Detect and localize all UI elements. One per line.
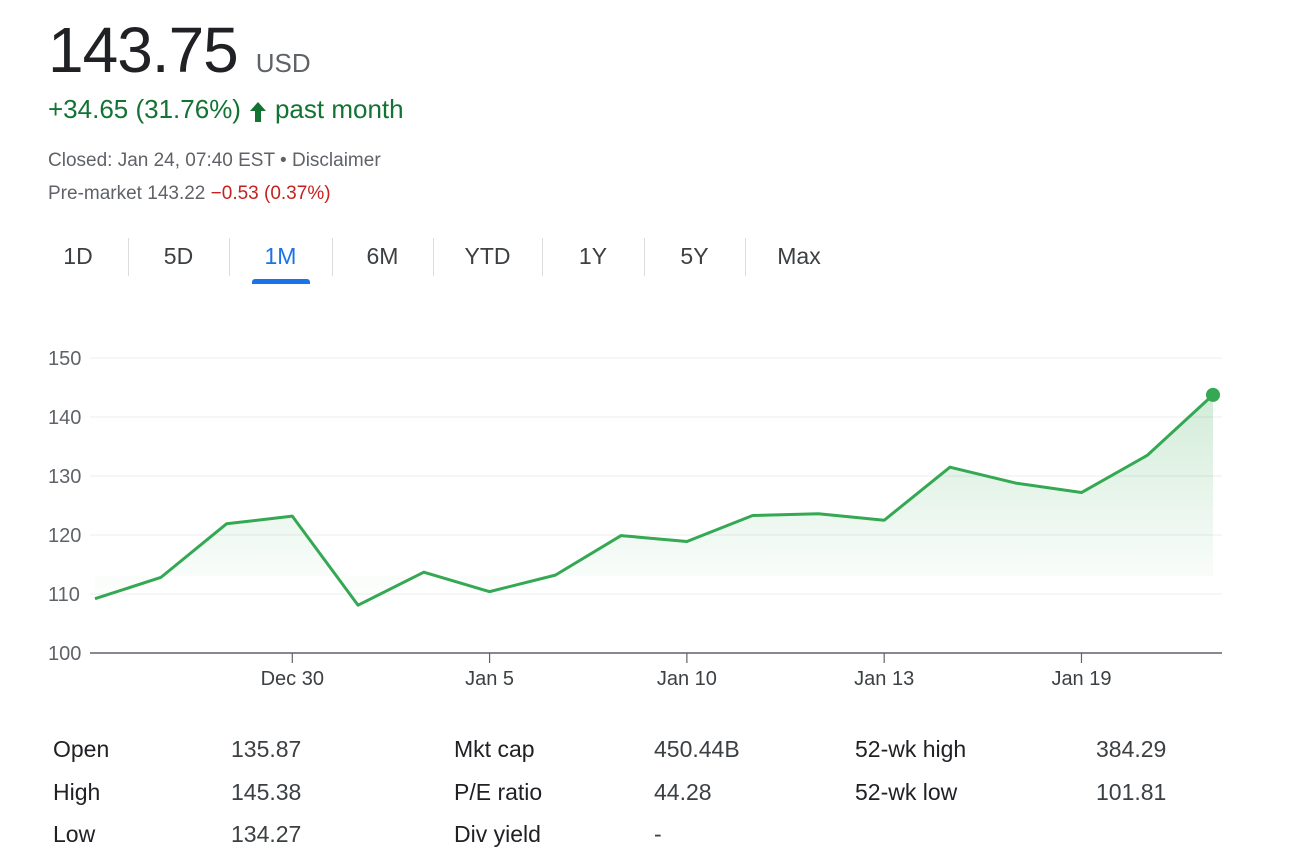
stat-label-low: Low (53, 821, 96, 847)
tab-label: Max (777, 242, 821, 269)
x-tick-label: Jan 10 (657, 668, 717, 690)
x-tick-label: Jan 19 (1051, 668, 1111, 690)
key-stats-table: Open 135.87 High 145.38 Low 134.27 Mkt c… (0, 728, 1292, 858)
price-point (685, 539, 689, 543)
tab-label: 1Y (578, 242, 608, 269)
disclaimer-link[interactable]: Disclaimer (291, 150, 381, 171)
tab-1m[interactable]: 1M (229, 236, 332, 284)
y-tick-label: 150 (48, 348, 81, 370)
price-point (290, 514, 294, 518)
tab-label: YTD (464, 242, 511, 269)
x-tick-label: Jan 5 (465, 668, 514, 690)
closed-timestamp: Closed: Jan 24, 07:40 EST (48, 150, 275, 171)
separator-dot: • (280, 150, 287, 171)
price-change: +34.65 (31.76%) (48, 94, 241, 124)
price-point (619, 534, 623, 538)
price-point (553, 573, 557, 577)
tab-label: 5D (163, 242, 194, 269)
market-status-row: Closed: Jan 24, 07:40 EST • Disclaimer (48, 150, 381, 172)
active-tab-indicator (251, 279, 310, 284)
tab-label: 1D (63, 242, 93, 269)
tab-ytd[interactable]: YTD (433, 236, 542, 276)
price-chart[interactable]: 100 110 120 130 140 150 Dec 30 Jan 5 Jan 10 Jan 1… (0, 330, 1292, 700)
price-point (225, 522, 229, 526)
change-period: past month (274, 94, 404, 124)
stat-label-high: High (53, 779, 101, 805)
currency-label: USD (255, 48, 311, 78)
price-row: 143.75 USD (48, 14, 311, 86)
arrow-up-icon (249, 99, 267, 122)
price-point (1079, 491, 1083, 495)
tab-label: 6M (366, 242, 399, 269)
premarket-row: Pre-market 143.22 −0.53 (0.37%) (48, 183, 331, 205)
stat-value-52wk-low: 101.81 (1096, 779, 1167, 805)
stat-value-mkt-cap: 450.44B (654, 736, 740, 762)
x-tick-label: Dec 30 (261, 668, 324, 690)
stat-value-52wk-high: 384.29 (1096, 736, 1167, 762)
tab-5d[interactable]: 5D (128, 236, 229, 276)
price-point (488, 590, 492, 594)
y-tick-label: 110 (48, 584, 80, 606)
price-point (816, 512, 820, 516)
y-tick-label: 140 (48, 407, 81, 429)
current-price: 143.75 (48, 14, 239, 86)
price-point (1145, 453, 1149, 457)
stat-label-open: Open (53, 736, 110, 762)
tab-6m[interactable]: 6M (332, 236, 433, 276)
price-point (751, 514, 755, 518)
price-point (882, 518, 886, 522)
y-tick-label: 120 (48, 525, 81, 547)
stat-label-div-yield: Div yield (454, 821, 541, 847)
stat-label-52wk-low: 52-wk low (855, 779, 958, 805)
price-chart-svg: 100 110 120 130 140 150 Dec 30 Jan 5 Jan 10 Jan 1… (48, 348, 1222, 690)
premarket-change: −0.53 (0.37%) (210, 183, 331, 204)
price-point (1014, 481, 1018, 485)
stat-value-pe-ratio: 44.28 (654, 779, 712, 805)
stat-value-open: 135.87 (231, 736, 302, 762)
range-tabs: 1D 5D 1M 6M YTD 1Y 5Y Max (28, 236, 853, 286)
price-point (93, 597, 97, 601)
x-tick-label: Jan 13 (854, 668, 914, 690)
tab-label: 1M (264, 242, 297, 269)
price-point (159, 575, 163, 579)
stat-value-high: 145.38 (231, 779, 302, 805)
y-tick-label: 130 (48, 466, 81, 488)
price-point (422, 570, 426, 574)
stat-label-pe-ratio: P/E ratio (454, 779, 543, 805)
premarket-price: 143.22 (147, 183, 206, 204)
latest-price-dot (1206, 387, 1220, 402)
tab-1y[interactable]: 1Y (542, 236, 644, 276)
stat-label-52wk-high: 52-wk high (855, 736, 967, 762)
stat-value-low: 134.27 (231, 821, 302, 847)
y-tick-label: 100 (48, 643, 81, 665)
price-point (948, 465, 952, 469)
tab-1d[interactable]: 1D (28, 236, 128, 276)
price-line (94, 393, 1215, 607)
stat-value-div-yield: - (654, 821, 662, 847)
price-point (356, 603, 360, 607)
tab-5y[interactable]: 5Y (644, 236, 745, 276)
tab-max[interactable]: Max (745, 236, 853, 276)
tab-label: 5Y (680, 242, 709, 269)
stat-label-mkt-cap: Mkt cap (454, 736, 535, 762)
price-change-row: +34.65 (31.76%) past month (48, 94, 404, 125)
price-area-fill (95, 394, 1213, 606)
premarket-label: Pre-market (48, 183, 142, 204)
